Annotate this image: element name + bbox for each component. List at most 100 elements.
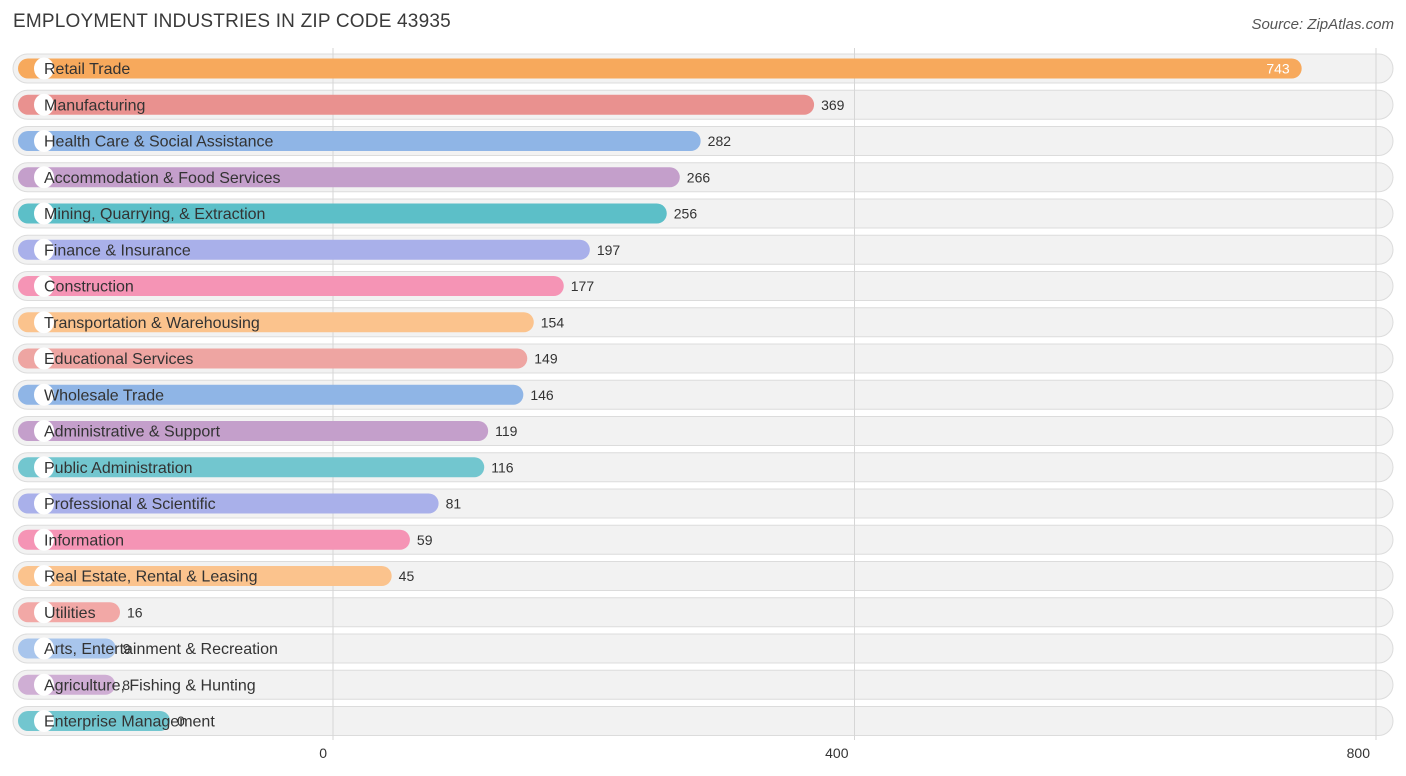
category-label-pill (34, 710, 54, 732)
category-label: Public Administration (44, 460, 193, 477)
value-label: 16 (127, 604, 143, 620)
value-label: 116 (491, 459, 514, 475)
category-label-pill (34, 420, 54, 442)
category-label-pill (34, 166, 54, 189)
x-axis-ticks: 0 400 800 (319, 745, 1370, 761)
source-credit: Source: ZipAtlas.com (1251, 16, 1394, 33)
bar[interactable] (18, 312, 534, 333)
category-label: Construction (44, 279, 134, 296)
bar[interactable] (18, 348, 528, 369)
value-label: 146 (530, 387, 554, 403)
bar-row[interactable]: Transportation & Warehousing 154 (18, 311, 565, 334)
x-tick-label: 800 (1347, 745, 1371, 761)
bar-row[interactable]: Retail Trade 743 (18, 57, 1302, 80)
category-label-pill (34, 238, 54, 261)
value-label: 9 (123, 641, 131, 657)
bar[interactable] (18, 711, 170, 731)
bar-row[interactable]: Wholesale Trade 146 (18, 383, 554, 406)
bar-row[interactable]: Real Estate, Rental & Leasing 45 (18, 565, 414, 587)
bar-row[interactable]: Public Administration 116 (18, 456, 514, 479)
category-label-pill (34, 673, 54, 696)
bar[interactable] (18, 421, 489, 441)
category-label: Accommodation & Food Services (44, 170, 281, 187)
bar-row[interactable]: Accommodation & Food Services 266 (18, 166, 711, 189)
category-label-pill (34, 275, 54, 297)
bar[interactable] (18, 384, 524, 405)
category-label: Enterprise Management (44, 714, 215, 731)
bar[interactable] (18, 94, 815, 115)
value-label: 45 (399, 568, 415, 584)
value-label: 119 (495, 423, 518, 439)
chart-title: EMPLOYMENT INDUSTRIES IN ZIP CODE 43935 (13, 11, 451, 32)
category-label-pill (34, 347, 54, 370)
bar-row[interactable]: Professional & Scientific 81 (18, 492, 462, 515)
value-label: 154 (541, 314, 565, 330)
value-label: 266 (687, 169, 711, 185)
row-background (12, 706, 1394, 736)
value-label: 0 (177, 713, 185, 729)
bar[interactable] (18, 131, 701, 151)
category-label-pill (34, 637, 54, 660)
category-label-pill (34, 130, 54, 152)
category-label-pill (34, 456, 54, 479)
value-label: 197 (597, 242, 621, 258)
category-label: Agriculture, Fishing & Hunting (44, 677, 256, 694)
category-label: Health Care & Social Assistance (44, 134, 274, 151)
value-label: 743 (1266, 61, 1290, 77)
category-label: Finance & Insurance (44, 242, 191, 259)
bar-row[interactable]: Information 59 (18, 528, 433, 551)
category-label-pill (34, 492, 54, 515)
row-background (12, 633, 1394, 664)
value-label: 282 (708, 133, 732, 149)
category-label-pill (34, 93, 54, 116)
category-label: Utilities (44, 605, 96, 622)
category-label: Arts, Entertainment & Recreation (44, 641, 278, 658)
x-tick-label: 400 (825, 745, 849, 761)
bar-row[interactable]: Health Care & Social Assistance 282 (18, 130, 731, 152)
category-label: Professional & Scientific (44, 496, 216, 513)
bar[interactable] (18, 239, 590, 260)
category-label: Wholesale Trade (44, 387, 164, 404)
value-label: 177 (571, 278, 595, 294)
row-background (12, 597, 1394, 628)
category-label-pill (34, 528, 54, 551)
value-label: 256 (674, 206, 698, 222)
bar[interactable] (18, 203, 667, 224)
bar[interactable] (18, 457, 485, 478)
category-label-pill (34, 565, 54, 587)
value-label: 149 (534, 351, 558, 367)
category-label: Educational Services (44, 351, 193, 368)
x-tick-label: 0 (319, 745, 327, 761)
bars: Retail Trade 743 Manufacturing 369 Health Ca… (18, 57, 1302, 732)
bar[interactable] (18, 529, 410, 550)
bar[interactable] (18, 167, 680, 188)
bar[interactable] (18, 566, 392, 586)
value-label: 59 (417, 532, 433, 548)
category-label: Manufacturing (44, 97, 145, 114)
bar[interactable] (18, 58, 1302, 79)
bar-row[interactable]: Construction 177 (18, 275, 594, 297)
bar[interactable] (18, 493, 439, 514)
category-label-pill (34, 601, 54, 624)
bar-row[interactable]: Manufacturing 369 (18, 93, 845, 116)
category-label-pill (34, 202, 54, 225)
category-label-pill (34, 383, 54, 406)
bar[interactable] (18, 276, 564, 296)
category-label-pill (34, 311, 54, 334)
row-background (12, 669, 1394, 700)
value-label: 8 (122, 677, 130, 693)
bar-row[interactable]: Mining, Quarrying, & Extraction 256 (18, 202, 698, 225)
value-label: 369 (821, 97, 845, 113)
value-label: 81 (446, 496, 462, 512)
bar-row[interactable]: Administrative & Support 119 (18, 420, 518, 442)
bar-row[interactable]: Educational Services 149 (18, 347, 558, 370)
bar-row[interactable]: Finance & Insurance 197 (18, 238, 621, 261)
category-label-pill (34, 57, 54, 80)
category-label: Real Estate, Rental & Leasing (44, 569, 257, 586)
category-label: Administrative & Support (44, 424, 221, 441)
bar-row[interactable]: Utilities 16 (18, 601, 143, 624)
